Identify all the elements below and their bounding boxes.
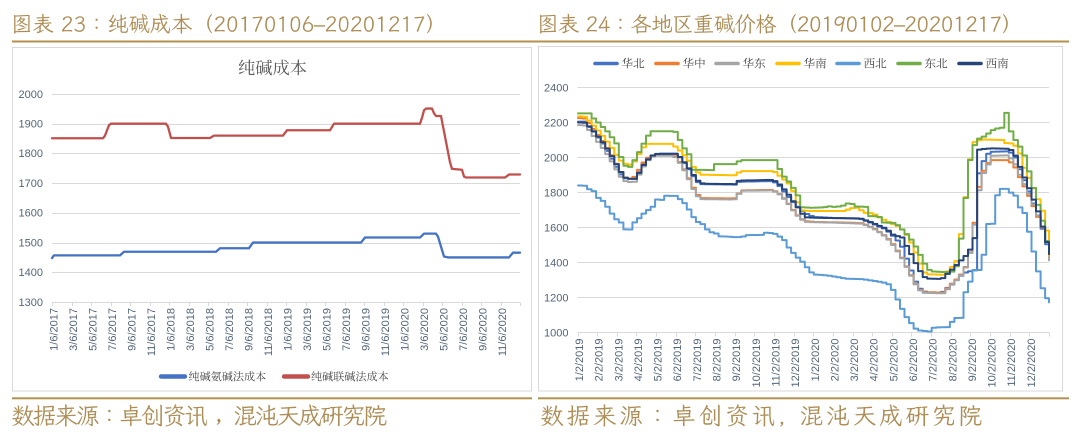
svg-text:1400: 1400 bbox=[19, 267, 43, 279]
svg-text:2400: 2400 bbox=[544, 82, 568, 94]
svg-text:3/6/2019: 3/6/2019 bbox=[302, 308, 314, 351]
svg-text:12/2/2020: 12/2/2020 bbox=[1026, 339, 1038, 388]
svg-text:5/6/2017: 5/6/2017 bbox=[88, 308, 100, 351]
svg-text:9/6/2018: 9/6/2018 bbox=[244, 308, 256, 351]
svg-text:5/2/2020: 5/2/2020 bbox=[888, 339, 900, 382]
svg-text:9/2/2020: 9/2/2020 bbox=[967, 339, 979, 382]
svg-text:1300: 1300 bbox=[19, 297, 43, 309]
svg-text:12/2/2019: 12/2/2019 bbox=[790, 339, 802, 388]
svg-text:5/6/2019: 5/6/2019 bbox=[322, 308, 334, 351]
svg-text:11/6/2019: 11/6/2019 bbox=[380, 308, 392, 356]
svg-text:4/2/2020: 4/2/2020 bbox=[869, 339, 881, 382]
svg-text:3/2/2020: 3/2/2020 bbox=[849, 339, 861, 382]
svg-text:6/2/2020: 6/2/2020 bbox=[908, 339, 920, 382]
svg-text:4/2/2019: 4/2/2019 bbox=[633, 339, 645, 382]
svg-text:5/2/2019: 5/2/2019 bbox=[653, 339, 665, 382]
svg-text:3/2/2019: 3/2/2019 bbox=[613, 339, 625, 382]
svg-text:9/6/2017: 9/6/2017 bbox=[127, 308, 139, 351]
svg-text:1/6/2019: 1/6/2019 bbox=[283, 308, 295, 351]
svg-text:9/2/2019: 9/2/2019 bbox=[731, 339, 743, 382]
svg-text:2000: 2000 bbox=[19, 89, 43, 101]
svg-text:9/6/2019: 9/6/2019 bbox=[361, 308, 373, 351]
svg-text:2/2/2019: 2/2/2019 bbox=[594, 339, 606, 382]
svg-text:11/6/2017: 11/6/2017 bbox=[146, 308, 158, 356]
svg-text:1700: 1700 bbox=[19, 178, 43, 190]
svg-text:7/6/2019: 7/6/2019 bbox=[341, 308, 353, 351]
svg-text:3/6/2018: 3/6/2018 bbox=[185, 308, 197, 351]
svg-text:7/2/2019: 7/2/2019 bbox=[692, 339, 704, 382]
svg-text:1/2/2020: 1/2/2020 bbox=[810, 339, 822, 382]
svg-text:8/2/2020: 8/2/2020 bbox=[947, 339, 959, 382]
svg-text:9/6/2020: 9/6/2020 bbox=[478, 308, 490, 351]
svg-text:11/2/2020: 11/2/2020 bbox=[1006, 339, 1018, 387]
svg-text:1800: 1800 bbox=[544, 187, 568, 199]
svg-text:10/2/2019: 10/2/2019 bbox=[751, 339, 763, 388]
svg-text:1400: 1400 bbox=[544, 257, 568, 269]
svg-text:1/2/2019: 1/2/2019 bbox=[574, 339, 586, 382]
svg-text:1000: 1000 bbox=[544, 327, 568, 339]
svg-text:3/6/2020: 3/6/2020 bbox=[419, 308, 431, 351]
svg-text:3/6/2017: 3/6/2017 bbox=[68, 308, 80, 351]
svg-text:1/6/2020: 1/6/2020 bbox=[400, 308, 412, 351]
svg-text:11/6/2020: 11/6/2020 bbox=[497, 308, 509, 356]
svg-text:11/2/2019: 11/2/2019 bbox=[770, 339, 782, 387]
svg-text:10/2/2020: 10/2/2020 bbox=[987, 339, 999, 388]
svg-text:2/2/2020: 2/2/2020 bbox=[829, 339, 841, 382]
svg-text:7/6/2017: 7/6/2017 bbox=[107, 308, 119, 351]
svg-text:1900: 1900 bbox=[19, 119, 43, 131]
svg-text:8/2/2019: 8/2/2019 bbox=[712, 339, 724, 382]
svg-text:1/6/2017: 1/6/2017 bbox=[49, 308, 61, 351]
svg-text:1200: 1200 bbox=[544, 292, 568, 304]
svg-text:7/2/2020: 7/2/2020 bbox=[928, 339, 940, 382]
svg-text:5/6/2018: 5/6/2018 bbox=[205, 308, 217, 351]
svg-text:2000: 2000 bbox=[544, 152, 568, 164]
svg-text:2200: 2200 bbox=[544, 117, 568, 129]
svg-text:1800: 1800 bbox=[19, 148, 43, 160]
svg-text:1600: 1600 bbox=[19, 208, 43, 220]
svg-text:7/6/2018: 7/6/2018 bbox=[224, 308, 236, 351]
svg-text:6/2/2019: 6/2/2019 bbox=[672, 339, 684, 382]
svg-text:1500: 1500 bbox=[19, 237, 43, 249]
svg-text:1/6/2018: 1/6/2018 bbox=[166, 308, 178, 351]
svg-text:1600: 1600 bbox=[544, 222, 568, 234]
svg-text:7/6/2020: 7/6/2020 bbox=[458, 308, 470, 351]
svg-text:11/6/2018: 11/6/2018 bbox=[263, 308, 275, 356]
svg-text:5/6/2020: 5/6/2020 bbox=[439, 308, 451, 351]
